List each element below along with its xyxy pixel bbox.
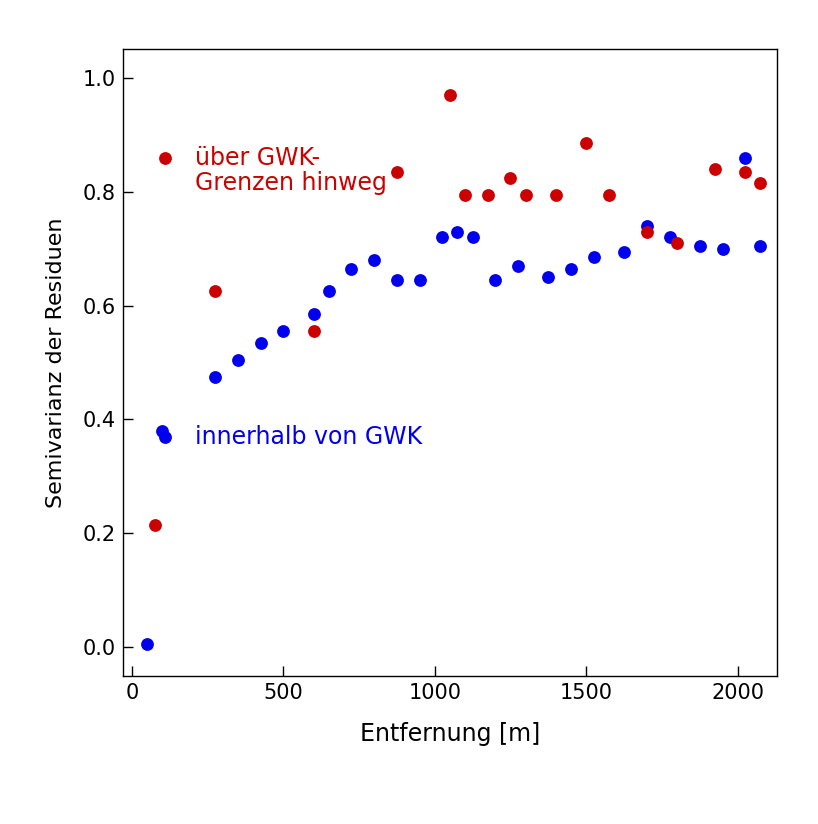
Point [564, 262, 578, 275]
Point [739, 151, 752, 164]
Point [231, 353, 245, 367]
Point [367, 254, 380, 267]
Point [587, 250, 600, 264]
Point [708, 162, 721, 176]
Point [209, 285, 222, 298]
Text: innerhalb von GWK: innerhalb von GWK [196, 424, 423, 448]
Point [155, 424, 169, 438]
Point [159, 151, 172, 164]
Point [451, 225, 464, 238]
Point [618, 245, 631, 258]
Point [754, 176, 767, 190]
Point [602, 188, 615, 201]
Point [511, 260, 524, 273]
Point [413, 274, 426, 287]
Point [489, 274, 502, 287]
Point [345, 262, 358, 275]
Point [443, 88, 456, 101]
Point [159, 430, 172, 443]
Point [739, 166, 752, 179]
Point [550, 188, 563, 201]
Point [481, 188, 494, 201]
Point [141, 638, 154, 651]
Point [390, 166, 403, 179]
Point [148, 518, 161, 531]
Point [254, 336, 267, 349]
Point [694, 239, 707, 252]
Point [519, 188, 533, 201]
Point [322, 285, 335, 298]
Point [580, 137, 593, 150]
Point [663, 231, 676, 244]
Point [640, 219, 654, 232]
Point [459, 188, 472, 201]
Point [671, 236, 684, 250]
Point [276, 325, 290, 338]
Text: über GWK-: über GWK- [196, 146, 321, 170]
Point [542, 270, 555, 283]
Y-axis label: Semivarianz der Residuen: Semivarianz der Residuen [46, 218, 65, 508]
Point [716, 242, 729, 255]
X-axis label: Entfernung [m]: Entfernung [m] [360, 722, 540, 746]
Point [390, 274, 403, 287]
Point [209, 370, 222, 383]
Point [754, 239, 767, 252]
Point [504, 171, 517, 184]
Text: Grenzen hinweg: Grenzen hinweg [196, 171, 387, 195]
Point [436, 231, 449, 244]
Point [466, 231, 479, 244]
Point [307, 307, 320, 321]
Point [307, 325, 320, 338]
Point [640, 225, 654, 238]
